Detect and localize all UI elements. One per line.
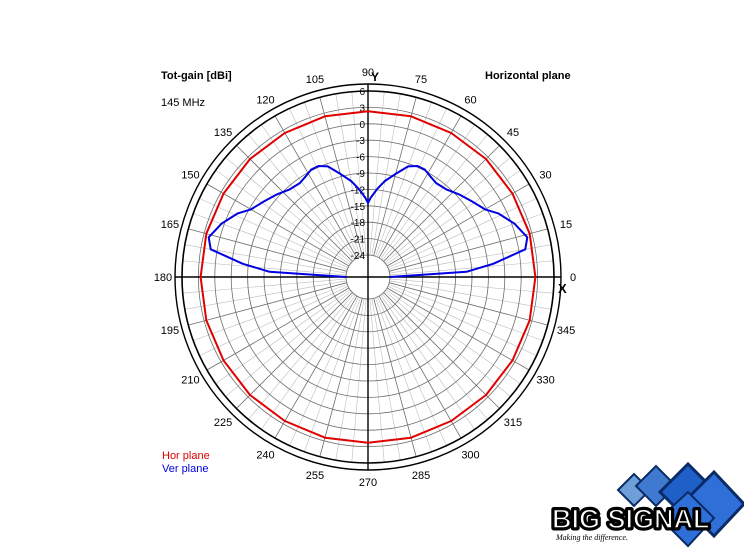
axis-y-label: Y <box>371 70 380 84</box>
r-tick-label: 3 <box>359 103 365 114</box>
angle-tick-label: 0 <box>570 272 576 284</box>
angle-tick-label: 75 <box>415 74 427 86</box>
radial-tick-labels: 6 3 0 -3 -6 -9 -12 -15 -18 -21 -24 <box>351 87 366 262</box>
axis-x-label: X <box>558 281 567 296</box>
angle-tick-label: 195 <box>161 325 179 337</box>
angle-tick-label: 60 <box>464 94 476 106</box>
plane-label: Horizontal plane <box>485 70 571 82</box>
angle-tick-label: 30 <box>539 170 551 182</box>
angle-tick-label: 105 <box>306 74 324 86</box>
r-tick-label: 0 <box>359 120 365 131</box>
angle-tick-label: 15 <box>560 219 572 231</box>
r-tick-label: -15 <box>351 202 366 213</box>
series-lines <box>199 110 537 444</box>
angle-tick-label: 210 <box>181 375 199 387</box>
r-tick-label: -24 <box>351 251 366 262</box>
angle-tick-label: 135 <box>214 127 232 139</box>
legend-hor-plane: Hor plane <box>162 450 210 462</box>
r-tick-label: 6 <box>359 87 365 98</box>
angle-tick-label: 180 <box>154 272 172 284</box>
chart-title: Tot-gain [dBi] <box>161 70 232 82</box>
r-tick-label: -18 <box>351 218 366 229</box>
angle-tick-label: 345 <box>557 325 575 337</box>
angle-tick-label: 315 <box>504 417 522 429</box>
angle-tick-label: 240 <box>256 450 274 462</box>
r-tick-label: -9 <box>356 169 365 180</box>
series-ver-plane <box>207 165 529 278</box>
big-signal-logo: BIG SIGNAL BIG SIGNAL Making the differe… <box>550 462 744 548</box>
angle-tick-label: 120 <box>256 94 274 106</box>
logo-diamonds <box>616 462 744 548</box>
angle-tick-label: 45 <box>507 127 519 139</box>
r-tick-label: -6 <box>356 153 365 164</box>
logo-text: BIG SIGNAL <box>552 504 710 534</box>
angle-tick-label: 255 <box>306 470 324 482</box>
r-tick-label: -12 <box>351 185 366 196</box>
r-tick-label: -21 <box>351 235 366 246</box>
angle-tick-label: 285 <box>412 470 430 482</box>
angle-tick-label: 90 <box>362 67 374 79</box>
angle-tick-label: 300 <box>461 450 479 462</box>
logo-tagline: Making the difference. <box>555 533 628 542</box>
angle-tick-label: 165 <box>161 219 179 231</box>
svg-text:BIG SIGNAL: BIG SIGNAL <box>552 504 710 534</box>
angle-tick-label: 330 <box>536 375 554 387</box>
angle-tick-label: 150 <box>181 170 199 182</box>
angle-tick-labels: 0153045607590105120135150165180195210225… <box>154 67 576 489</box>
legend-ver-plane: Ver plane <box>162 463 209 475</box>
series-hor-plane <box>199 110 537 444</box>
r-tick-label: -3 <box>356 136 365 147</box>
angle-tick-label: 270 <box>359 477 377 489</box>
polar-grid <box>174 83 562 471</box>
angle-tick-label: 225 <box>214 417 232 429</box>
chart-subtitle: 145 MHz <box>161 97 206 109</box>
